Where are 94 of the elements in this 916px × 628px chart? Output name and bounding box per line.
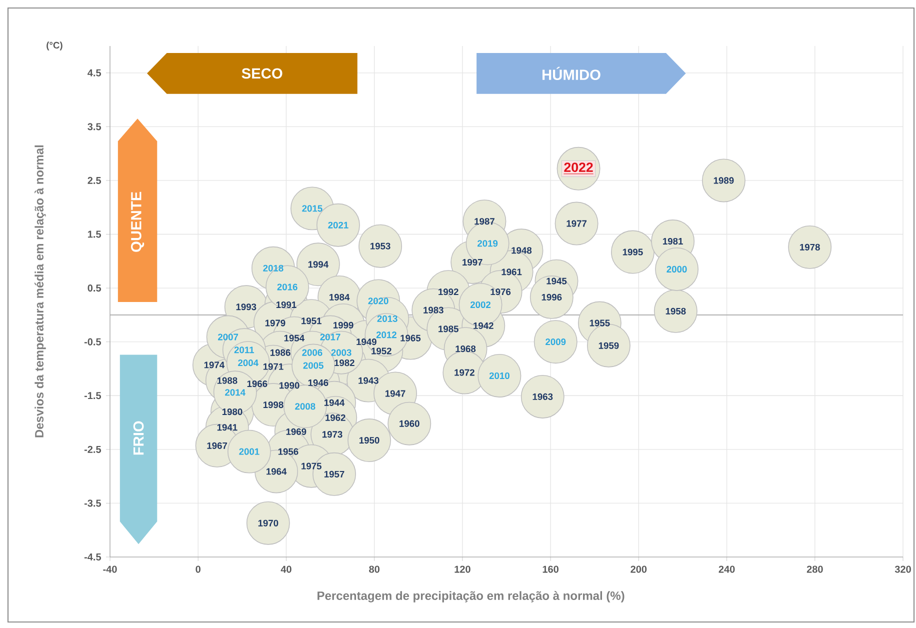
y-tick-label: 1.5: [88, 230, 102, 238]
annotation: 1964: [266, 468, 287, 475]
annotation: 1947: [385, 390, 406, 397]
annotation: 1962: [326, 414, 346, 421]
annotation: 1951: [302, 318, 322, 324]
annotation: 1965: [400, 334, 421, 342]
x-tick-label: 200: [630, 566, 647, 573]
annotation: 1988: [217, 377, 238, 384]
annotation: 1972: [454, 369, 474, 376]
annotation: 2015: [302, 205, 322, 212]
annotation: 2009: [546, 338, 566, 346]
annotation: 2002: [470, 301, 491, 308]
y-tick-label: -0.5: [84, 338, 102, 346]
annotation: 2000: [666, 266, 687, 273]
x-tick-label: 160: [542, 566, 558, 573]
annotation: 1955: [590, 320, 610, 326]
annotation: 1977: [566, 220, 587, 227]
annotation: 1975: [302, 462, 322, 470]
annotation: HÚMIDO: [542, 66, 600, 80]
y-tick-label: -4.5: [84, 554, 102, 560]
annotation: 1992: [438, 288, 458, 296]
x-tick-label: 80: [369, 566, 380, 573]
annotation: 1942: [474, 322, 494, 330]
annotation: 1990: [280, 382, 300, 389]
annotation: 1979: [265, 320, 286, 326]
x-tick-label: 240: [718, 566, 735, 573]
annotation: 2007: [218, 334, 238, 340]
annotation: 1945: [546, 278, 567, 284]
annotation: 1958: [666, 308, 686, 314]
annotation: 1996: [542, 294, 562, 300]
annotation: 1950: [359, 436, 380, 444]
annotation: 2022: [564, 162, 593, 172]
annotation: QUENTE: [130, 192, 144, 252]
annotation: 2006: [302, 349, 322, 356]
annotation: 1974: [204, 362, 225, 368]
x-tick-label: 0: [196, 566, 200, 573]
y-tick-label: 0.5: [88, 284, 102, 292]
x-tick-label: 280: [806, 566, 823, 573]
annotation: 2019: [477, 240, 498, 247]
annotation: 1956: [278, 448, 298, 455]
annotation: 1954: [284, 334, 304, 342]
annotation: 1995: [622, 248, 643, 256]
annotation: 2017: [320, 334, 340, 340]
annotation: FRIO: [133, 421, 144, 455]
annotation: 1978: [800, 244, 820, 250]
annotation: 1968: [456, 346, 476, 352]
annotation: 1985: [438, 326, 458, 332]
annotation: 2001: [239, 448, 260, 455]
annotation: 1969: [286, 428, 306, 435]
annotation: 1963: [532, 393, 553, 400]
annotation: 1953: [370, 242, 390, 250]
annotation: 2020: [368, 298, 388, 304]
annotation: 1993: [236, 304, 256, 310]
annotation: 1989: [714, 177, 734, 184]
annotation: 1999: [333, 322, 354, 328]
x-tick-label: 40: [280, 566, 292, 573]
annotation: 2021: [328, 222, 348, 228]
annotation: 1981: [663, 238, 683, 245]
annotation: 1984: [330, 294, 350, 300]
y-axis-title: Desvios da temperatura média em relação à normal: [34, 145, 46, 438]
text: (°C): [46, 42, 62, 50]
annotation: 2011: [234, 346, 254, 354]
annotation: 1970: [258, 520, 278, 526]
annotation: 1983: [424, 306, 444, 314]
annotation: 1976: [490, 288, 511, 296]
y-tick-label: 3.5: [88, 123, 102, 130]
annotation: 1997: [462, 258, 482, 266]
annotation: 1957: [324, 470, 344, 478]
annotation: 2008: [295, 403, 316, 410]
annotation: SECO: [242, 68, 282, 79]
annotation: 1959: [598, 342, 619, 349]
annotation: 1973: [322, 431, 342, 438]
annotation: 1991: [276, 301, 296, 308]
annotation: 1948: [512, 247, 532, 254]
annotation: 1961: [502, 268, 522, 276]
y-tick-label: -1.5: [84, 392, 102, 400]
y-tick-label: -3.5: [84, 500, 102, 507]
annotation: 2016: [277, 284, 298, 290]
y-tick-label: -2.5: [84, 446, 102, 453]
x-axis-title: Percentagem de precipitação em relação à normal (%): [318, 591, 624, 602]
annotation: 2013: [377, 315, 398, 322]
x-tick-label: 320: [894, 566, 911, 573]
annotation: 1986: [270, 349, 290, 356]
x-tick-label: -40: [103, 566, 117, 573]
annotation: 1952: [372, 348, 392, 354]
x-tick-label: 120: [454, 566, 470, 573]
annotation: 2018: [263, 264, 284, 272]
annotation: 2012: [376, 332, 396, 338]
annotation: 1960: [400, 420, 420, 427]
annotation: 2010: [489, 372, 510, 380]
annotation: 1994: [308, 261, 328, 268]
annotation: 1987: [474, 218, 494, 225]
y-tick-label: 4.5: [88, 69, 102, 76]
y-tick-label: 2.5: [88, 176, 102, 184]
